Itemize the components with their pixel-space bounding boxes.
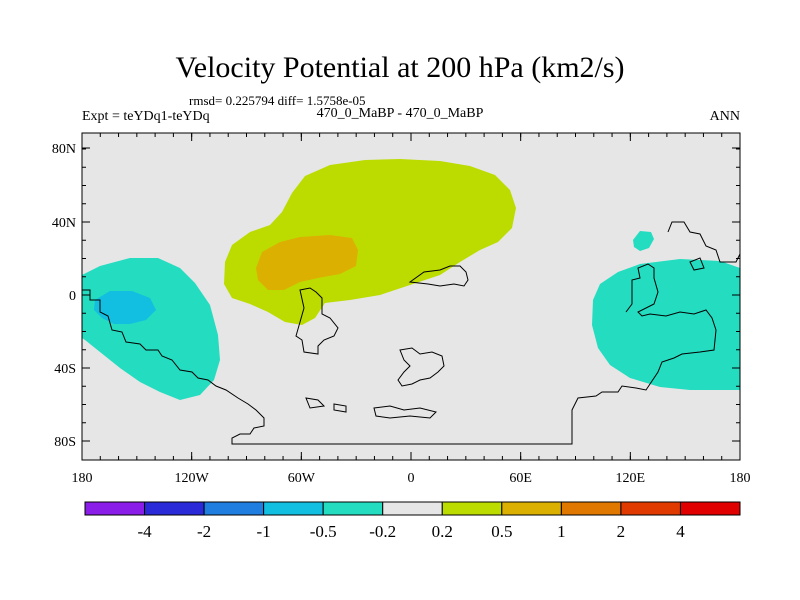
coastlines [82, 221, 741, 445]
y-axis: 80N 40N 0 40S 80S [52, 142, 740, 450]
x-tick-label: 60W [288, 471, 316, 486]
colorbar-swatch [501, 501, 562, 516]
colorbar-label: -0.5 [310, 522, 337, 541]
colorbar-swatch [263, 501, 324, 516]
colorbar-label: 2 [617, 522, 626, 541]
coastline-madagascar [397, 347, 445, 387]
season-label: ANN [709, 109, 740, 124]
coastline-eurasia [667, 221, 741, 263]
colorbar-label: 4 [676, 522, 685, 541]
coastline-africa [408, 265, 469, 287]
colorbar-swatch [441, 501, 503, 516]
coastline-south-america [295, 287, 339, 355]
colorbar-label: -0.2 [369, 522, 396, 541]
experiment-label: Expt = teYDq1-teYDq [82, 109, 210, 124]
y-tick-label: 40N [52, 216, 76, 231]
x-axis: 180 120W 60W 0 60E 120E 180 [72, 133, 751, 486]
colorbar-swatch [560, 501, 622, 516]
colorbar-label: 0.5 [491, 522, 512, 541]
colorbar-label: -1 [257, 522, 271, 541]
colorbar-swatch [203, 501, 265, 516]
y-tick-label: 40S [54, 362, 76, 377]
coastline-island-1 [305, 397, 326, 409]
colorbar-swatch [382, 501, 443, 516]
colorbar-swatch [679, 501, 741, 516]
colorbar-label: 1 [557, 522, 566, 541]
x-tick-label: 120E [616, 471, 646, 486]
x-tick-label: 0 [408, 471, 415, 486]
x-tick-label: 120W [175, 471, 210, 486]
y-tick-label: 80S [54, 435, 76, 450]
contour-fill-gold [256, 235, 358, 290]
plot-title: Velocity Potential at 200 hPa (km2/s) [175, 51, 625, 84]
coastline-island-2 [333, 403, 347, 413]
y-tick-label: 0 [69, 289, 76, 304]
coastline-island-4 [689, 257, 705, 271]
colorbar-swatch [144, 501, 205, 516]
contour-fill-teal-small [633, 231, 654, 251]
stats-line: rmsd= 0.225794 diff= 1.5758e-05 [189, 93, 366, 108]
colorbar-label: -2 [197, 522, 211, 541]
colorbar-label: -4 [137, 522, 152, 541]
y-tick-label: 80N [52, 142, 76, 157]
colorbar-swatch [322, 501, 384, 516]
coastline-island-3 [373, 405, 437, 419]
x-tick-label: 60E [509, 471, 532, 486]
colorbar-swatch [84, 501, 146, 516]
coastline-americas-west [82, 263, 717, 445]
map-panel [81, 132, 741, 461]
x-tick-label: 180 [72, 471, 93, 486]
colorbar-label: 0.2 [432, 522, 453, 541]
colorbar-swatch [620, 501, 681, 516]
case-label: 470_0_MaBP - 470_0_MaBP [316, 106, 484, 121]
x-tick-label: 180 [730, 471, 751, 486]
colorbar: -4 -2 -1 -0.5 -0.2 0.2 0.5 1 2 4 [84, 501, 741, 541]
contour-fill-cyan [94, 291, 156, 324]
contour-fill-teal-east [592, 259, 740, 390]
